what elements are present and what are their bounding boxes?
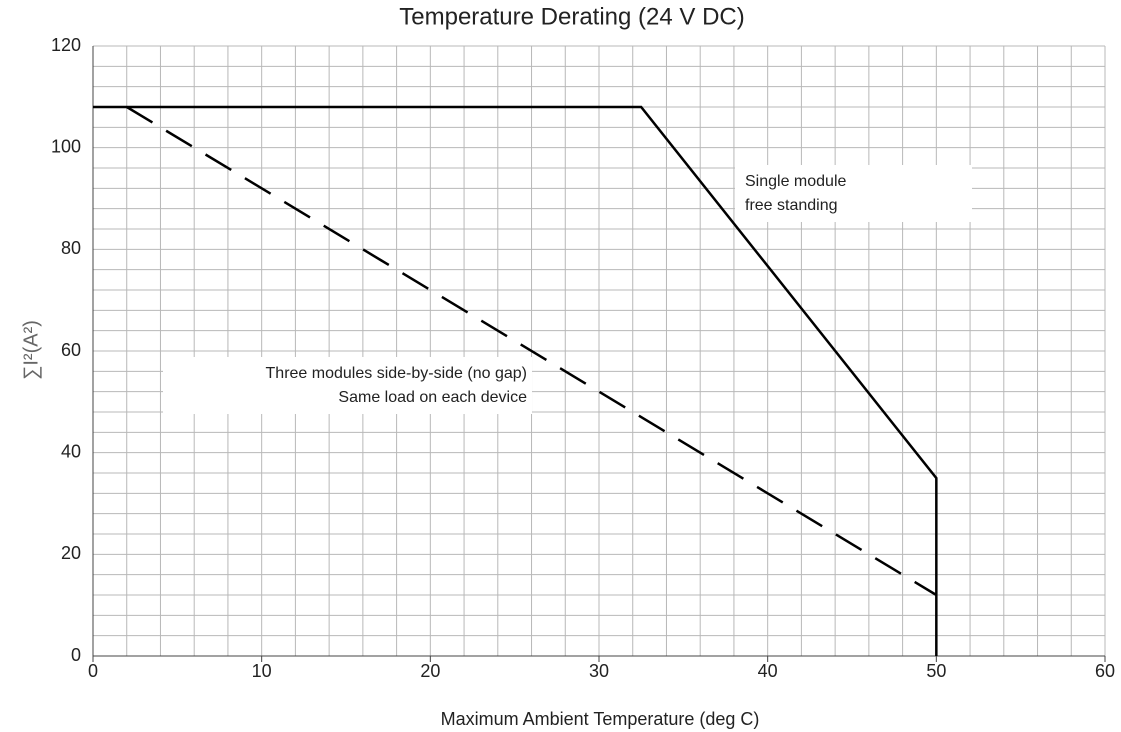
annotation-text: Three modules side-by-side (no gap) — [266, 365, 527, 382]
annotation-text: Same load on each device — [338, 389, 527, 406]
y-tick-label: 0 — [71, 645, 81, 665]
x-axis-label: Maximum Ambient Temperature (deg C) — [441, 709, 760, 729]
annotation-box — [163, 357, 532, 414]
y-tick-label: 120 — [51, 35, 81, 55]
x-tick-label: 10 — [252, 661, 272, 681]
y-tick-label: 60 — [61, 340, 81, 360]
y-tick-label: 40 — [61, 441, 81, 461]
x-tick-label: 0 — [88, 661, 98, 681]
x-tick-label: 30 — [589, 661, 609, 681]
annotation-text: free standing — [745, 197, 838, 214]
annotation-text: Single module — [745, 173, 847, 190]
line-series — [126, 105, 937, 597]
x-tick-label: 50 — [926, 661, 946, 681]
chart-title: Temperature Derating (24 V DC) — [399, 3, 744, 30]
line-series — [93, 105, 938, 656]
x-tick-label: 20 — [420, 661, 440, 681]
y-tick-label: 100 — [51, 136, 81, 156]
y-tick-label: 20 — [61, 543, 81, 563]
y-axis-label: ∑I²(A²) — [20, 320, 42, 380]
x-tick-label: 60 — [1095, 661, 1115, 681]
x-tick-label: 40 — [758, 661, 778, 681]
annotation-box — [735, 165, 972, 222]
y-tick-label: 80 — [61, 238, 81, 258]
